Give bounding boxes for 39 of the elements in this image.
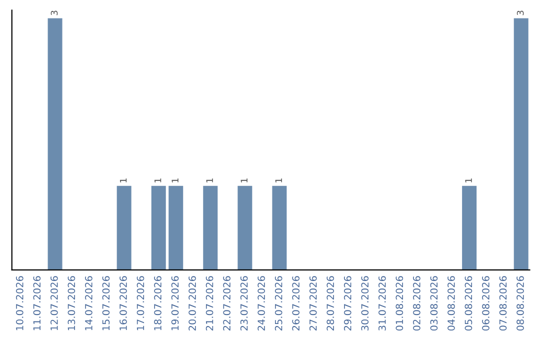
- data-label: 1: [240, 178, 248, 182]
- x-tick-label: 02.08.2026: [413, 276, 420, 331]
- x-tick-label: 08.08.2026: [516, 276, 524, 331]
- x-tick-label: 31.07.2026: [378, 276, 386, 330]
- x-tick-label: 16.07.2026: [120, 276, 127, 330]
- data-label: 1: [465, 178, 472, 182]
- x-tick-label: 25.07.2026: [274, 276, 282, 330]
- x-tick-label: 28.07.2026: [326, 276, 334, 330]
- x-tick-label: 29.07.2026: [344, 276, 352, 330]
- x-tick-label: 14.07.2026: [85, 276, 92, 330]
- x-tick-label: 30.07.2026: [361, 276, 369, 330]
- x-tick-label: 19.07.2026: [171, 276, 179, 330]
- x-tick-label: 21.07.2026: [206, 276, 214, 330]
- x-tick-label: 17.07.2026: [136, 276, 144, 330]
- data-label: 3: [50, 10, 58, 16]
- x-tick-label: 22.07.2026: [223, 276, 230, 330]
- x-tick-label: 18.07.2026: [154, 276, 162, 330]
- x-tick-label: 03.08.2026: [430, 276, 438, 331]
- x-tick-label: 20.07.2026: [188, 276, 196, 330]
- x-tick-label: 26.07.2026: [292, 276, 300, 330]
- data-label: 1: [172, 178, 178, 182]
- x-tick-label: 13.07.2026: [68, 276, 76, 330]
- x-tick-label: 15.07.2026: [102, 276, 110, 330]
- x-tick-label: 12.07.2026: [50, 276, 58, 330]
- x-tick-label: 04.08.2026: [448, 276, 455, 331]
- x-tick-label: 24.07.2026: [258, 276, 265, 330]
- data-label: 1: [154, 178, 162, 182]
- x-tick-label: 01.08.2026: [396, 276, 404, 331]
- x-tick-label: 10.07.2026: [16, 276, 24, 330]
- data-label: 1: [275, 178, 282, 182]
- x-tick-label: 23.07.2026: [240, 276, 248, 330]
- x-tick-label: 11.07.2026: [33, 276, 41, 330]
- data-label: 1: [206, 178, 213, 182]
- x-tick-label: 07.08.2026: [499, 276, 507, 331]
- x-tick-label: 06.08.2026: [482, 276, 490, 331]
- data-label: 1: [120, 178, 127, 182]
- data-label: 3: [516, 10, 524, 16]
- x-tick-label: 27.07.2026: [309, 276, 317, 330]
- x-tick-label: 05.08.2026: [464, 276, 472, 331]
